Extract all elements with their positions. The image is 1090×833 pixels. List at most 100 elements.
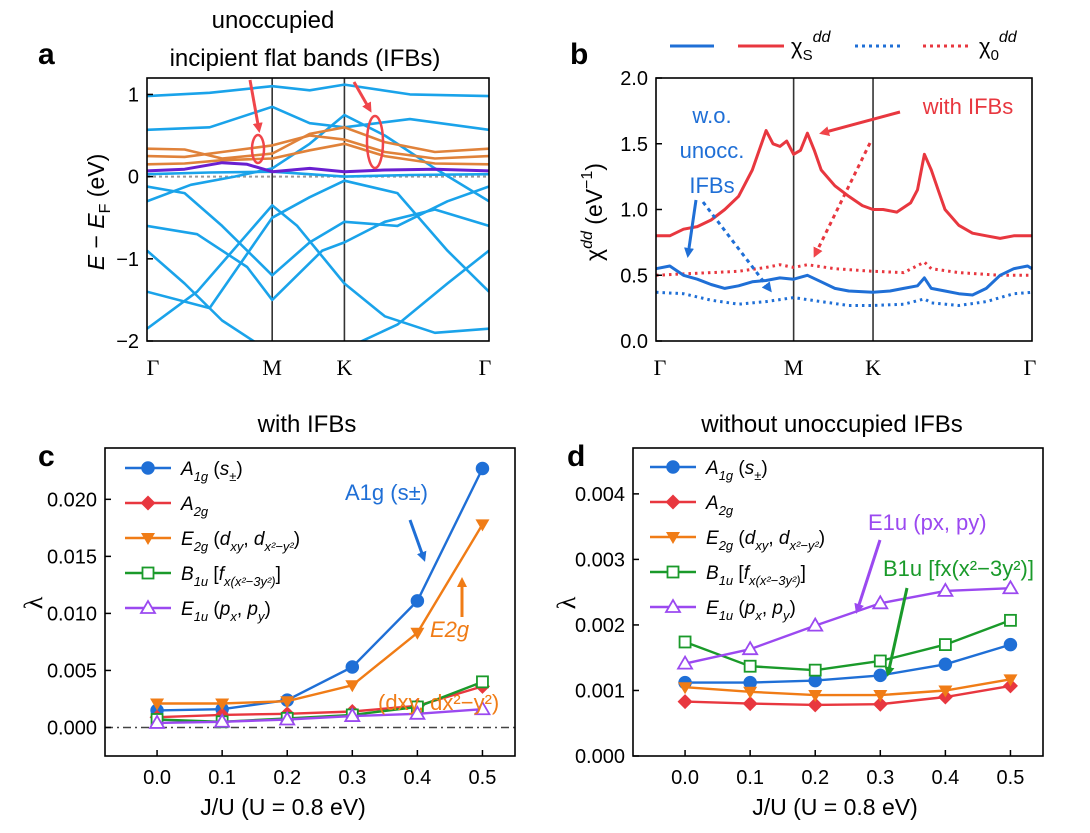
c-legend-text-part: 1u [194, 609, 208, 624]
d-legend-text-part: , [762, 598, 773, 619]
c-ytick-label-0: 0.000 [47, 717, 97, 739]
c-point-4-2 [278, 710, 296, 726]
b-ytick-label-4: 2.0 [620, 68, 648, 90]
d-point-2-4 [938, 685, 953, 698]
c-legend-text-part: , [237, 599, 248, 620]
panel-a-ifb-ellipse-right [365, 114, 385, 170]
d-point-0-4 [938, 657, 953, 672]
c-legend-text-part: 2g [193, 504, 209, 519]
band-orange-2 [147, 142, 489, 166]
d-legend-text-part: x [754, 608, 762, 623]
c-annot-e2g: E2g [430, 617, 470, 642]
a-xtick-label-0: Γ [147, 355, 160, 380]
b-ytick-label-0: 0.0 [620, 331, 648, 353]
d-annot-e1u: E1u (px, py) [868, 510, 987, 535]
c-legend-text-part: E [181, 529, 194, 550]
c-point-2-3 [345, 680, 360, 693]
c-legend-label-4: E1u (px, py) [181, 599, 271, 624]
b-annot-wo: w.o. [691, 103, 731, 128]
d-point-1-1 [742, 696, 758, 712]
d-point-3-4 [938, 638, 952, 651]
d-point-3-1 [743, 659, 757, 673]
d-legend-text-part: A [705, 493, 719, 514]
c-legend-marker-4 [139, 599, 157, 614]
c-point-2-0 [150, 698, 165, 711]
a-xtick-label-1: M [262, 355, 282, 380]
legend-chiS-sup: dd [813, 29, 832, 46]
b-series-0 [656, 129, 1032, 240]
panel-d-x-ticks: 0.0 0.1 0.2 0.3 0.4 0.5 [671, 750, 1024, 789]
b-xtick-label-2: K [865, 355, 881, 380]
panel-b-y-ticks: 0.0 0.5 1.0 1.5 2.0 [620, 68, 662, 353]
d-legend-text-part: ) [761, 458, 767, 479]
panel-a-frame [146, 77, 490, 342]
panel-a-band-structure: a unoccupied incipient flat bands (IFBs)… [38, 7, 492, 380]
d-point-0-5 [1003, 637, 1018, 652]
c-xtick-label-0: 0.0 [143, 767, 171, 789]
c-legend-text-part: B [181, 564, 194, 585]
d-legend-text-part: A [705, 458, 719, 479]
b-xtick-label-1: M [784, 355, 804, 380]
c-point-4-3 [343, 707, 361, 722]
b-arrow-blue-solid [684, 199, 698, 258]
d-point-4-1 [741, 640, 759, 656]
c-point-0-4 [410, 594, 425, 608]
panel-c-lambda-with-ifbs: c with IFBs 0.000 0.005 0.010 0.015 0.020 0.… [19, 411, 516, 820]
c-legend-text-part: 2g [193, 539, 209, 554]
panel-a-arrow-right [352, 81, 372, 113]
d-legend-text-part: B [706, 563, 719, 584]
c-legend-text-part: 1u [194, 574, 208, 589]
c-legend-text-part: A [180, 494, 194, 515]
panel-b-label: b [570, 38, 588, 71]
d-point-1-0 [677, 694, 693, 710]
panel-c-x-axis-label: J/U (U = 0.8 eV) [200, 794, 366, 820]
band-orange-0 [147, 126, 489, 160]
d-point-4-3 [871, 594, 889, 610]
panel-a-title-line2: incipient flat bands (IFBs) [170, 45, 441, 72]
c-point-2-1 [215, 698, 230, 711]
d-legend-text-part: x(x²−3y²) [748, 573, 801, 588]
a-ylabel-sub: F [97, 203, 114, 213]
d-legend-text-part: 2g [718, 503, 734, 518]
c-legend-label-1: A2g [180, 494, 209, 519]
a-ylabel-unit: (eV) [83, 154, 109, 204]
c-legend-label-0: A1g (s±) [180, 459, 243, 484]
a-ytick-label-1: 0 [128, 167, 139, 189]
c-legend-text-part: d [220, 529, 232, 550]
d-series-line-1 [685, 684, 1011, 707]
band-purple [147, 161, 489, 174]
a-ytick-label-0: 1 [128, 84, 139, 106]
d-point-2-2 [808, 690, 823, 703]
d-legend-text-part: s [745, 458, 755, 479]
d-legend-text-part: 2g [718, 538, 734, 553]
a-xtick-label-2: K [336, 355, 352, 380]
d-legend-text-part: p [744, 598, 756, 619]
panel-c-frame [104, 447, 516, 757]
panel-c-y-axis-label: λ [19, 596, 48, 609]
panel-d-y-axis-label: λ [552, 596, 581, 609]
b-ylabel-chi: χ [581, 249, 607, 261]
b-series-2 [655, 264, 1033, 297]
c-series-line-0 [157, 467, 484, 712]
b-arrow-blue-dotted [701, 201, 772, 293]
b-ytick-label-1: 0.5 [620, 265, 648, 287]
panel-d-y-ticks: 0.000 0.001 0.002 0.003 0.004 [575, 484, 639, 768]
d-point-3-3 [873, 654, 887, 668]
c-legend-text-part: ± [229, 469, 236, 484]
d-legend-marker-3 [666, 565, 680, 579]
d-legend-text-part: 1u [719, 608, 733, 623]
d-point-4-5 [1001, 579, 1020, 595]
c-legend-text-part: ( [208, 459, 220, 480]
panel-d-plot-area [676, 579, 1020, 713]
d-legend-text-part: 1u [719, 573, 733, 588]
a-xtick-label-3: Γ [479, 355, 492, 380]
c-legend-text-part: p [219, 599, 231, 620]
c-legend-text-part: ) [236, 459, 242, 480]
c-point-2-4 [410, 627, 425, 640]
legend-chi0-sub: 0 [991, 47, 999, 64]
b-xtick-label-3: Γ [1024, 355, 1037, 380]
d-legend-text-part: xy [754, 538, 770, 553]
d-point-3-2 [808, 663, 822, 677]
